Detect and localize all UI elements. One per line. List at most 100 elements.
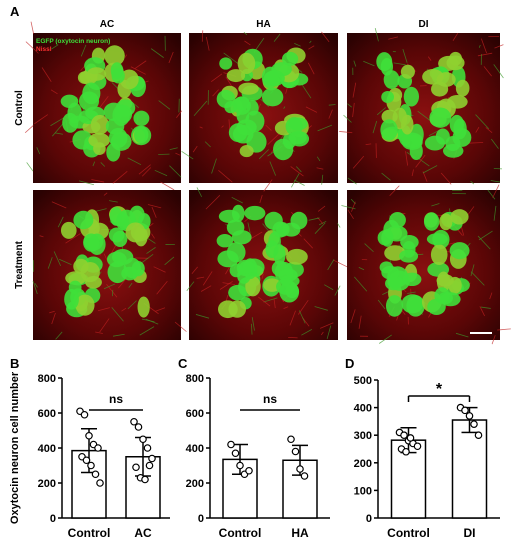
neuron (401, 294, 423, 313)
y-tick-label: 600 (186, 408, 204, 420)
data-point (407, 435, 413, 441)
data-point (92, 471, 98, 477)
neuron (238, 83, 259, 95)
neuron (403, 273, 422, 286)
neuron (381, 91, 394, 103)
data-point (301, 473, 307, 479)
neuron (262, 88, 283, 107)
neuron (450, 115, 464, 134)
neuron (240, 145, 254, 157)
neuron (446, 55, 464, 70)
data-point (401, 432, 407, 438)
neuron (217, 250, 238, 267)
y-tick-label: 0 (366, 513, 372, 525)
neuron (238, 53, 256, 74)
significance-label: ns (263, 392, 277, 406)
neuron (429, 108, 451, 128)
fiber (288, 337, 297, 338)
neuron (88, 133, 110, 148)
y-tick-label: 400 (186, 443, 204, 455)
neuron (427, 233, 448, 245)
panel-label: C (178, 356, 188, 371)
neuron (73, 211, 93, 229)
data-point (403, 449, 409, 455)
micrograph (347, 190, 500, 340)
fiber (25, 126, 33, 133)
neuron (445, 136, 460, 151)
y-tick-label: 300 (354, 430, 372, 442)
y-tick-label: 400 (354, 403, 372, 415)
neuron (228, 300, 246, 317)
x-tick-label: AC (134, 526, 152, 540)
x-tick-label: Control (68, 526, 111, 540)
y-tick-label: 400 (38, 443, 56, 455)
row-label: Treatment (14, 240, 25, 288)
data-point (144, 445, 150, 451)
data-point (228, 441, 234, 447)
y-tick-label: 200 (186, 478, 204, 490)
column-label: DI (419, 19, 429, 30)
data-point (232, 450, 238, 456)
column-label: AC (100, 19, 114, 30)
data-point (471, 421, 477, 427)
neuron (381, 229, 393, 247)
data-point (462, 407, 468, 413)
data-point (414, 443, 420, 449)
neuron (232, 205, 245, 222)
neuron (381, 58, 393, 76)
y-tick-label: 500 (354, 375, 372, 387)
data-point (86, 433, 92, 439)
y-tick-label: 200 (354, 458, 372, 470)
neuron (264, 70, 284, 86)
y-tick-label: 800 (186, 373, 204, 385)
y-tick-label: 800 (38, 373, 56, 385)
data-point (133, 464, 139, 470)
neuron (138, 296, 150, 317)
neuron (83, 234, 99, 252)
data-point (88, 462, 94, 468)
neuron (264, 212, 282, 230)
neuron (244, 206, 265, 221)
neuron (64, 289, 79, 310)
data-point (97, 480, 103, 486)
neuron (425, 136, 445, 151)
neuron (389, 212, 406, 228)
neuron (424, 212, 439, 231)
neuron (62, 113, 78, 133)
neuron (232, 230, 252, 244)
neuron (134, 126, 148, 144)
y-axis-label: Oxytocin neuron cell number (9, 371, 21, 524)
neuron (456, 80, 470, 97)
significance-label: * (436, 381, 443, 398)
column-label: HA (256, 19, 270, 30)
data-point (135, 424, 141, 430)
image-grid (25, 22, 511, 344)
neuron (431, 244, 448, 265)
neuron (401, 115, 414, 135)
neuron (133, 111, 149, 126)
neuron (288, 117, 307, 130)
neuron (401, 65, 415, 79)
data-point (146, 462, 152, 468)
row-label: Control (14, 90, 25, 126)
fiber (31, 22, 34, 34)
panel-label: A (10, 4, 20, 19)
micrograph (189, 33, 338, 183)
neuron (114, 105, 132, 123)
legend-label: Nissl (36, 46, 52, 53)
y-tick-label: 0 (198, 513, 204, 525)
neuron (380, 119, 397, 140)
neuron (399, 250, 418, 263)
neuron (78, 71, 91, 83)
neuron (282, 223, 300, 237)
data-point (237, 462, 243, 468)
neuron (110, 207, 123, 226)
data-point (297, 466, 303, 472)
neuron (82, 83, 100, 105)
neuron (385, 277, 402, 291)
data-point (246, 468, 252, 474)
neuron (400, 235, 419, 249)
neuron (285, 284, 299, 298)
x-tick-label: Control (219, 526, 262, 540)
